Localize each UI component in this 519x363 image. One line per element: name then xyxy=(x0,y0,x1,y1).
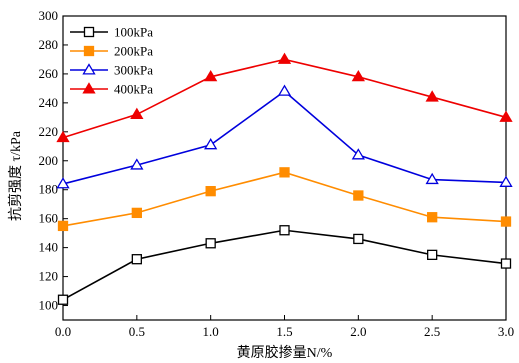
y-tick-label: 260 xyxy=(39,66,59,81)
legend-label: 200kPa xyxy=(114,44,153,59)
data-point xyxy=(279,167,290,178)
data-point xyxy=(353,233,364,245)
data-point xyxy=(499,175,513,187)
series-layer xyxy=(56,52,513,305)
y-tick-label: 160 xyxy=(39,211,59,226)
data-point xyxy=(130,107,144,119)
legend-marker xyxy=(82,63,96,75)
legend-item: 200kPa xyxy=(70,44,153,59)
data-point xyxy=(351,148,365,160)
y-tick-label: 240 xyxy=(39,95,59,110)
legend-label: 100kPa xyxy=(114,25,153,40)
data-point xyxy=(205,238,216,249)
y-tick-label: 180 xyxy=(39,182,59,197)
data-point xyxy=(57,294,69,305)
x-tick-label: 2.5 xyxy=(424,324,440,339)
data-point xyxy=(425,90,439,102)
data-point xyxy=(131,254,142,265)
x-axis: 0.0 0.5 1.0 1.5 2.0 2.5 3.0 xyxy=(55,315,514,339)
data-point xyxy=(204,138,218,150)
series-400kPa xyxy=(56,52,513,143)
data-point xyxy=(279,225,290,236)
legend-item: 100kPa xyxy=(70,25,153,40)
data-point xyxy=(500,258,512,269)
legend-marker xyxy=(83,45,95,57)
y-tick-label: 120 xyxy=(39,269,59,284)
y-tick-label: 220 xyxy=(39,124,59,139)
data-point xyxy=(353,190,364,201)
data-point xyxy=(204,70,218,82)
y-tick-label: 100 xyxy=(39,298,59,313)
legend: 100kPa 200kPa 300kPa 400kPa xyxy=(70,25,153,97)
y-tick-label: 140 xyxy=(39,240,59,255)
data-point xyxy=(427,249,438,261)
y-tick-label: 280 xyxy=(39,37,59,52)
data-point xyxy=(205,186,216,197)
data-point xyxy=(56,130,70,143)
y-axis: 100 120 140 160 180 200 220 240 260 280 300 xyxy=(39,8,68,313)
x-tick-label: 2.0 xyxy=(350,324,366,339)
legend-label: 300kPa xyxy=(114,63,153,78)
legend-label: 400kPa xyxy=(114,82,153,97)
data-point xyxy=(277,52,292,64)
data-point xyxy=(131,207,142,219)
x-axis-title: 黄原胶掺量N/% xyxy=(237,344,333,361)
x-tick-label: 0.5 xyxy=(129,324,145,339)
data-point xyxy=(56,177,70,189)
legend-item: 300kPa xyxy=(70,63,153,78)
data-point xyxy=(277,84,292,96)
legend-item: 400kPa xyxy=(70,82,153,97)
data-point xyxy=(351,70,365,82)
series-300kPa xyxy=(56,84,513,189)
x-tick-label: 0.0 xyxy=(55,324,71,339)
data-point xyxy=(57,220,69,232)
data-point xyxy=(500,216,512,227)
series-line xyxy=(62,229,507,301)
legend-marker xyxy=(82,82,96,94)
data-point xyxy=(130,158,144,170)
x-tick-label: 1.5 xyxy=(276,324,292,339)
x-tick-label: 1.0 xyxy=(203,324,219,339)
series-100kPa xyxy=(57,225,512,305)
x-tick-label: 3.0 xyxy=(498,324,514,339)
y-tick-label: 300 xyxy=(39,8,59,23)
y-axis-title: 抗剪强度 τ/kPa xyxy=(8,130,24,221)
data-point xyxy=(425,172,439,185)
series-200kPa xyxy=(57,167,512,232)
data-point xyxy=(427,212,438,223)
y-tick-label: 200 xyxy=(39,153,59,168)
data-point xyxy=(499,110,513,122)
legend-marker xyxy=(83,26,95,38)
